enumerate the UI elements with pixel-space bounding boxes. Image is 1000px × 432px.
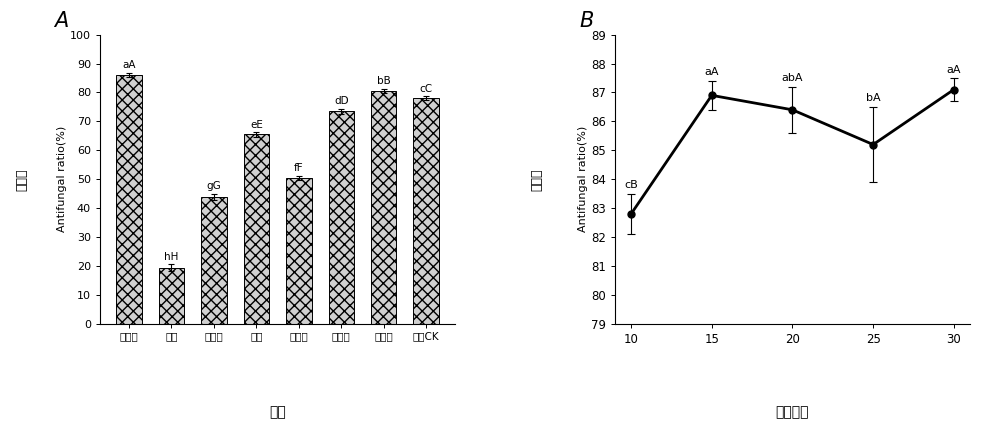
Bar bbox=[159, 267, 184, 324]
Text: bB: bB bbox=[377, 76, 391, 86]
Text: 抑菌率: 抑菌率 bbox=[530, 168, 543, 191]
Bar bbox=[286, 178, 312, 324]
Text: cC: cC bbox=[420, 84, 433, 94]
Text: 氮源浓度: 氮源浓度 bbox=[776, 405, 809, 419]
Y-axis label: Antifungal ratio(%): Antifungal ratio(%) bbox=[57, 126, 67, 232]
Text: B: B bbox=[579, 11, 594, 32]
Text: aA: aA bbox=[947, 64, 961, 74]
Text: bA: bA bbox=[866, 93, 880, 103]
Text: 抑菌率: 抑菌率 bbox=[15, 168, 28, 191]
Text: 氮源: 氮源 bbox=[269, 405, 286, 419]
Bar bbox=[244, 134, 269, 324]
Text: eE: eE bbox=[250, 120, 263, 130]
Text: abA: abA bbox=[782, 73, 803, 83]
Bar bbox=[413, 98, 439, 324]
Y-axis label: Antifungal ratio(%): Antifungal ratio(%) bbox=[578, 126, 588, 232]
Text: fF: fF bbox=[294, 163, 304, 174]
Text: hH: hH bbox=[164, 252, 179, 262]
Bar bbox=[201, 197, 227, 324]
Text: gG: gG bbox=[206, 181, 221, 191]
Text: dD: dD bbox=[334, 96, 349, 106]
Text: aA: aA bbox=[122, 60, 136, 70]
Bar bbox=[371, 91, 396, 324]
Text: cB: cB bbox=[624, 180, 638, 190]
Text: aA: aA bbox=[704, 67, 719, 77]
Bar bbox=[329, 111, 354, 324]
Text: A: A bbox=[54, 11, 68, 32]
Bar bbox=[116, 75, 142, 324]
